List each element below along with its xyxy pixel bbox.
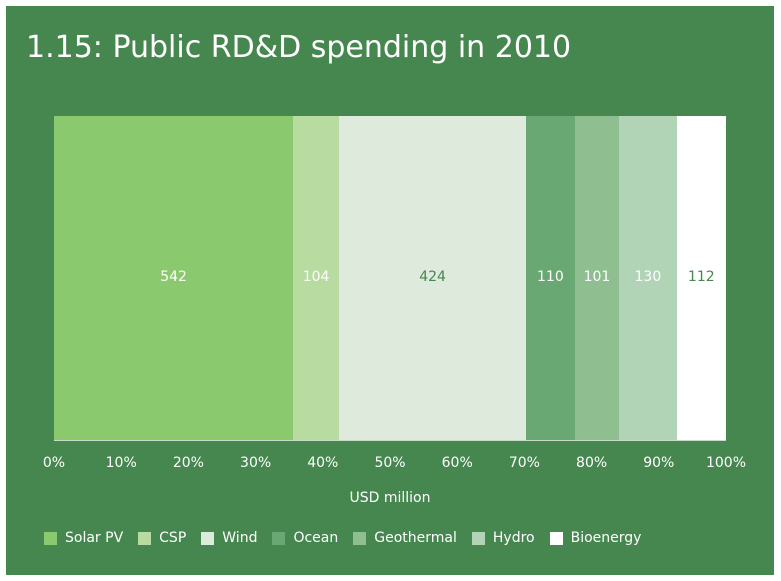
legend-item-csp: CSP <box>138 530 186 546</box>
x-tick-label: 100% <box>705 455 747 471</box>
legend-label-hydro: Hydro <box>492 530 535 546</box>
chart-title: 1.15: Public RD&D spending in 2010 <box>26 30 572 65</box>
x-tick-label: 90% <box>643 455 675 471</box>
legend-label-solar-pv: Solar PV <box>65 530 124 546</box>
legend-swatch-ocean <box>272 531 286 545</box>
legend-swatch-geothermal <box>353 531 367 545</box>
legend-item-wind: Wind <box>201 530 257 546</box>
bar-segment-hydro <box>619 116 677 441</box>
x-axis-line <box>54 440 726 441</box>
legend-swatch-csp <box>138 531 152 545</box>
legend-label-ocean: Ocean <box>293 530 339 546</box>
data-label-solar-pv: 542 <box>160 269 187 285</box>
data-label-wind: 424 <box>419 269 446 285</box>
data-label-geothermal: 101 <box>583 269 611 285</box>
legend-item-ocean: Ocean <box>272 530 338 546</box>
legend-swatch-solar-pv <box>44 531 57 545</box>
legend-label-csp: CSP <box>159 530 187 546</box>
bar-segment-csp <box>293 116 340 441</box>
x-tick-label: 40% <box>307 455 339 471</box>
legend-label-wind: Wind <box>222 530 258 546</box>
legend-item-solar-pv: Solar PV <box>44 530 123 546</box>
bar-segment-ocean <box>526 116 575 441</box>
x-tick-label: 10% <box>105 455 137 471</box>
legend-label-bioenergy: Bioenergy <box>570 530 642 546</box>
legend: Solar PV CSP Wind Ocean Geothermal Hydro Bioen… <box>44 530 656 546</box>
data-label-bioenergy: 112 <box>687 269 715 285</box>
bar-segment-solar-pv <box>54 116 294 441</box>
legend-swatch-wind <box>201 531 215 545</box>
x-tick-label: 80% <box>576 455 608 471</box>
bar-segment-geothermal <box>574 116 620 441</box>
data-label-hydro: 130 <box>634 269 662 285</box>
bar-segment-bioenergy <box>676 116 726 441</box>
x-tick-label: 30% <box>240 455 272 471</box>
data-label-ocean: 110 <box>537 269 564 285</box>
legend-item-geothermal: Geothermal <box>353 530 457 546</box>
data-label-csp: 104 <box>302 269 330 285</box>
legend-label-geothermal: Geothermal <box>374 530 457 546</box>
legend-swatch-hydro <box>471 531 485 545</box>
x-tick-label: 60% <box>441 455 473 471</box>
legend-item-bioenergy: Bioenergy <box>549 530 642 546</box>
plot-area: 542 104 424 110 101 130 112 <box>54 116 726 441</box>
x-tick-label: 70% <box>508 455 540 471</box>
legend-swatch-bioenergy <box>549 531 563 545</box>
bar-segment-wind <box>339 116 527 441</box>
legend-item-hydro: Hydro <box>471 530 535 546</box>
x-axis-label: USD million <box>349 490 431 506</box>
x-tick-label: 0% <box>42 455 66 471</box>
x-tick-label: 20% <box>172 455 204 471</box>
x-tick-label: 50% <box>374 455 406 471</box>
